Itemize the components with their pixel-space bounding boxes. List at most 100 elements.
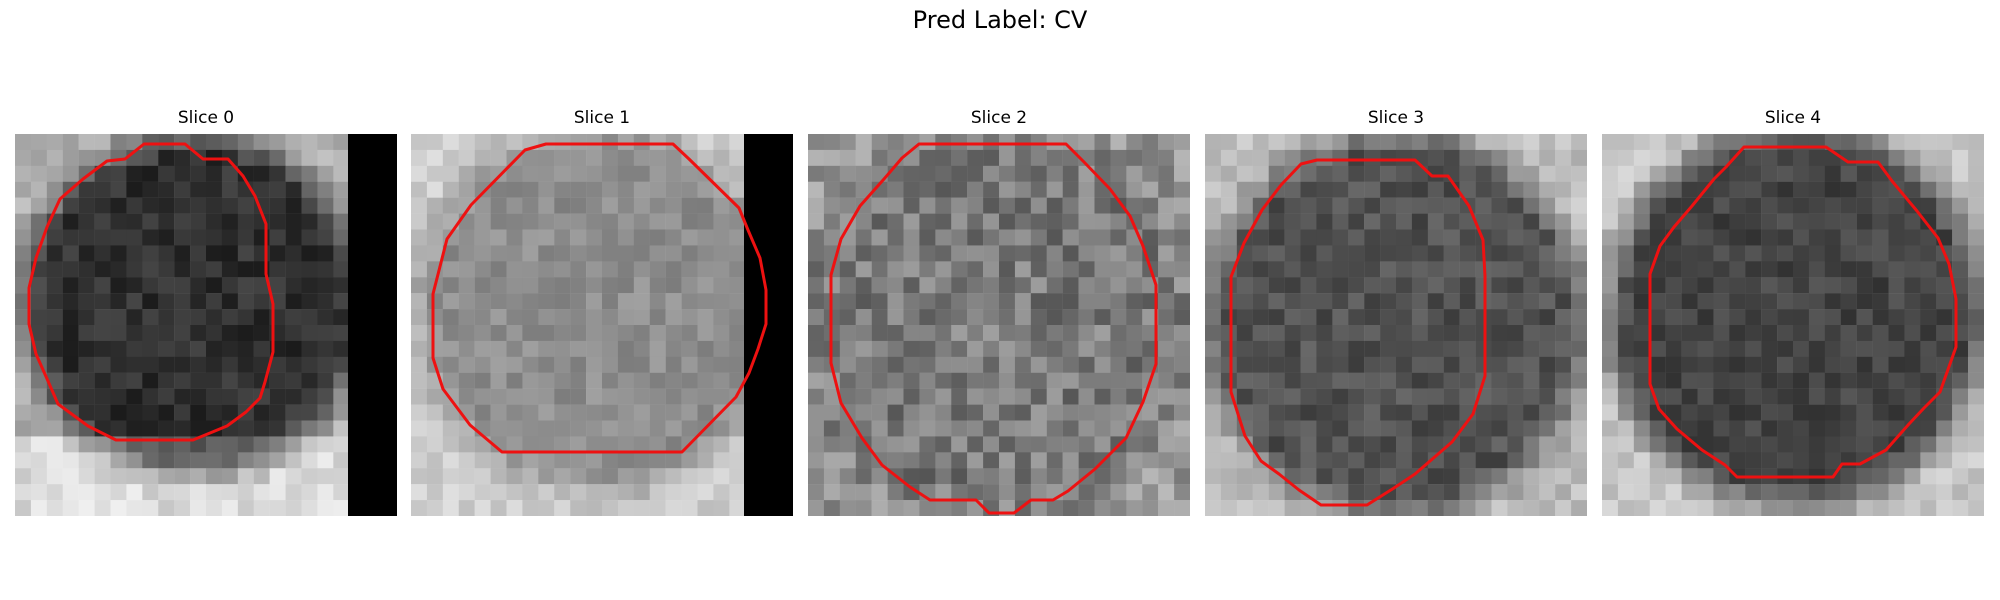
image-pixel	[1650, 500, 1666, 516]
image-pixel	[95, 325, 111, 341]
image-pixel	[1666, 198, 1682, 214]
image-pixel	[538, 245, 554, 261]
image-pixel	[602, 325, 618, 341]
image-pixel	[1968, 341, 1984, 357]
image-pixel	[507, 309, 523, 325]
slice-1-image	[411, 134, 793, 516]
image-pixel	[427, 436, 443, 452]
image-pixel	[634, 214, 650, 230]
image-pixel	[1729, 261, 1745, 277]
image-pixel	[650, 500, 666, 516]
image-pixel	[808, 452, 824, 468]
image-pixel	[713, 357, 729, 373]
image-pixel	[840, 150, 856, 166]
image-pixel	[1539, 214, 1555, 230]
image-pixel	[666, 421, 682, 437]
image-pixel	[1618, 166, 1634, 182]
image-pixel	[1793, 500, 1809, 516]
image-pixel	[1174, 166, 1190, 182]
image-pixel	[888, 389, 904, 405]
image-pixel	[1237, 341, 1253, 357]
image-pixel	[1221, 468, 1237, 484]
image-pixel	[206, 325, 222, 341]
image-pixel	[999, 405, 1015, 421]
image-pixel	[1539, 500, 1555, 516]
image-pixel	[872, 245, 888, 261]
image-pixel	[1618, 214, 1634, 230]
image-pixel	[824, 484, 840, 500]
image-pixel	[1015, 436, 1031, 452]
image-pixel	[427, 214, 443, 230]
image-pixel	[967, 214, 983, 230]
image-pixel	[935, 309, 951, 325]
image-pixel	[270, 150, 286, 166]
image-pixel	[682, 134, 698, 150]
image-pixel	[1269, 214, 1285, 230]
image-pixel	[1841, 389, 1857, 405]
image-pixel	[95, 500, 111, 516]
image-pixel	[47, 341, 63, 357]
image-pixel	[1761, 214, 1777, 230]
image-pixel	[650, 293, 666, 309]
image-pixel	[634, 325, 650, 341]
image-pixel	[999, 182, 1015, 198]
image-pixel	[682, 277, 698, 293]
image-pixel	[1761, 325, 1777, 341]
image-pixel	[1158, 214, 1174, 230]
image-pixel	[1253, 150, 1269, 166]
image-pixel	[983, 166, 999, 182]
image-pixel	[1285, 230, 1301, 246]
image-pixel	[1301, 436, 1317, 452]
image-pixel	[983, 198, 999, 214]
image-pixel	[1555, 452, 1571, 468]
image-pixel	[602, 277, 618, 293]
image-pixel	[1237, 182, 1253, 198]
image-pixel	[459, 182, 475, 198]
image-pixel	[1221, 373, 1237, 389]
image-pixel	[1539, 341, 1555, 357]
image-pixel	[522, 468, 538, 484]
image-pixel	[1285, 309, 1301, 325]
image-pixel	[1602, 309, 1618, 325]
image-pixel	[1031, 452, 1047, 468]
image-pixel	[15, 405, 31, 421]
image-pixel	[1666, 357, 1682, 373]
image-pixel	[570, 500, 586, 516]
image-pixel	[634, 134, 650, 150]
image-pixel	[1460, 500, 1476, 516]
image-pixel	[1492, 245, 1508, 261]
image-pixel	[1729, 389, 1745, 405]
image-pixel	[1316, 421, 1332, 437]
image-pixel	[79, 245, 95, 261]
image-pixel	[317, 436, 333, 452]
image-pixel	[1809, 309, 1825, 325]
image-pixel	[174, 309, 190, 325]
image-pixel	[1444, 405, 1460, 421]
image-pixel	[666, 230, 682, 246]
image-pixel	[491, 198, 507, 214]
image-pixel	[1777, 389, 1793, 405]
image-pixel	[238, 357, 254, 373]
image-pixel	[1396, 373, 1412, 389]
image-pixel	[1348, 166, 1364, 182]
image-pixel	[238, 484, 254, 500]
image-pixel	[475, 405, 491, 421]
image-pixel	[570, 261, 586, 277]
image-pixel	[586, 421, 602, 437]
image-pixel	[1380, 245, 1396, 261]
image-pixel	[1285, 182, 1301, 198]
image-pixel	[586, 436, 602, 452]
image-pixel	[317, 389, 333, 405]
image-pixel	[999, 134, 1015, 150]
image-pixel	[111, 293, 127, 309]
image-pixel	[1889, 500, 1905, 516]
image-pixel	[1936, 421, 1952, 437]
image-pixel	[1174, 468, 1190, 484]
image-pixel	[286, 373, 302, 389]
image-pixel	[824, 150, 840, 166]
image-pixel	[270, 230, 286, 246]
image-pixel	[729, 500, 745, 516]
image-pixel	[935, 452, 951, 468]
image-pixel	[1841, 309, 1857, 325]
image-pixel	[222, 468, 238, 484]
